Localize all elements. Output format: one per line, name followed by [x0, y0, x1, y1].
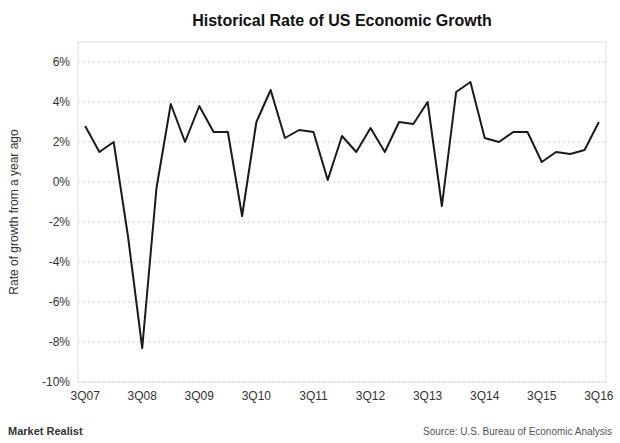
chart: Historical Rate of US Economic Growth -10…	[0, 0, 620, 443]
line	[85, 82, 599, 348]
y-tick-label: -8%	[49, 335, 71, 349]
y-tick-label: 2%	[53, 135, 71, 149]
x-tick-label: 3Q08	[128, 389, 158, 403]
plot-area	[85, 82, 599, 348]
grid-line	[78, 222, 606, 223]
y-tick-label: 4%	[53, 95, 71, 109]
y-tick-label: 0%	[53, 175, 71, 189]
plot-frame	[78, 42, 606, 382]
x-tick-label: 3Q16	[584, 389, 614, 403]
grid-line	[78, 102, 606, 103]
title: Historical Rate of US Economic Growth	[192, 12, 492, 29]
y-tick-label: -6%	[49, 295, 71, 309]
grid-line	[78, 62, 606, 63]
grid-line	[78, 262, 606, 263]
x-tick-label: 3Q09	[185, 389, 215, 403]
grid-line	[78, 142, 606, 143]
x-tick-label: 3Q14	[470, 389, 500, 403]
grid-line	[78, 342, 606, 343]
x-tick-label: 3Q07	[70, 389, 100, 403]
watermark: Market Realist	[8, 425, 83, 437]
y-tick-label: -10%	[42, 375, 70, 389]
background	[0, 0, 620, 443]
y-tick-label: -2%	[49, 215, 71, 229]
x-tick-label: 3Q13	[413, 389, 443, 403]
x-tick-label: 3Q12	[356, 389, 386, 403]
x-tick-label: 3Q10	[242, 389, 272, 403]
y-axis-label: Rate of growth from a year ago	[7, 129, 21, 295]
source: Source: U.S. Bureau of Economic Analysis	[423, 426, 612, 437]
grid-line	[78, 302, 606, 303]
x-tick-label: 3Q11	[299, 389, 328, 403]
y-tick-label: 6%	[53, 55, 71, 69]
x-tick-label: 3Q15	[527, 389, 557, 403]
y-tick-label: -4%	[49, 255, 71, 269]
